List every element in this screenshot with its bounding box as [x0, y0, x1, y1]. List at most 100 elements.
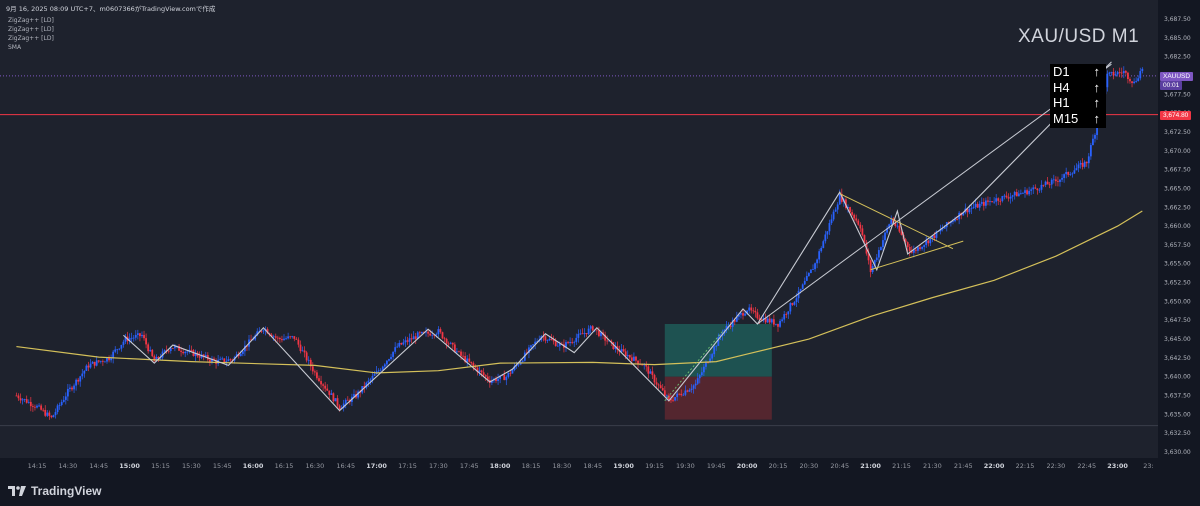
- time-tick-label: 21:00: [860, 462, 881, 470]
- candle-body: [980, 202, 983, 204]
- time-tick-label: 23:: [1143, 462, 1153, 470]
- candle-body: [558, 344, 561, 346]
- time-tick-label: 22:00: [984, 462, 1005, 470]
- candle-body: [579, 333, 582, 335]
- candle-body: [211, 358, 213, 362]
- candle-body: [229, 359, 232, 361]
- candle-body: [678, 393, 681, 395]
- time-tick-label: 21:30: [923, 462, 942, 470]
- candle-body: [1085, 161, 1088, 164]
- candle-body: [729, 325, 732, 327]
- candle-body: [859, 224, 862, 229]
- candle-body: [663, 390, 666, 396]
- candle-body: [118, 348, 121, 350]
- candle-body: [546, 340, 549, 341]
- candle-body: [1007, 197, 1010, 199]
- up-arrow-icon: ↑: [1093, 95, 1101, 110]
- candle-body: [474, 365, 477, 368]
- candle-body: [991, 201, 993, 202]
- candle-body: [528, 347, 530, 353]
- candle-body: [303, 350, 306, 353]
- candle-body: [993, 201, 996, 203]
- candle-body: [840, 193, 843, 202]
- candle-body: [112, 351, 115, 359]
- candle-body: [270, 334, 273, 337]
- candle-body: [81, 373, 84, 377]
- candle-body: [799, 288, 802, 291]
- candle-body: [1015, 192, 1018, 197]
- candle-body: [71, 387, 73, 390]
- candle-body: [46, 412, 49, 416]
- time-tick-label: 20:15: [769, 462, 788, 470]
- candle-body: [305, 352, 308, 361]
- candle-body: [1026, 190, 1028, 195]
- candle-body: [521, 360, 524, 362]
- candle-body: [1009, 196, 1012, 199]
- candle-body: [867, 253, 870, 261]
- candle-body: [692, 385, 695, 389]
- candle-body: [204, 355, 207, 357]
- candle-body: [460, 351, 462, 356]
- candle-body: [511, 369, 514, 374]
- candle-body: [396, 346, 399, 348]
- price-tick-label: 3,665.00: [1164, 185, 1191, 192]
- candle-body: [379, 369, 382, 371]
- candle-body: [968, 208, 971, 213]
- candle-body: [766, 318, 769, 323]
- candle-body: [295, 338, 298, 340]
- indicator-label-zigzag-3[interactable]: ZigZag++ [LD]: [8, 35, 54, 42]
- candle-body: [978, 203, 981, 208]
- candle-body: [141, 334, 143, 337]
- indicator-label-sma[interactable]: SMA: [8, 44, 22, 51]
- price-tick-label: 3,677.50: [1164, 91, 1191, 98]
- indicator-label-zigzag-2[interactable]: ZigZag++ [LD]: [8, 26, 54, 33]
- candle-body: [746, 310, 749, 314]
- indicator-label-zigzag-1[interactable]: ZigZag++ [LD]: [8, 17, 54, 24]
- candle-body: [789, 303, 792, 312]
- candle-body: [674, 397, 676, 401]
- candle-body: [287, 336, 290, 339]
- price-chart[interactable]: 3,687.503,685.003,682.503,680.003,677.50…: [0, 0, 1200, 475]
- candle-body: [19, 398, 22, 401]
- candle-body: [157, 356, 160, 359]
- price-tick-label: 3,662.50: [1164, 204, 1191, 211]
- candle-body: [779, 320, 781, 327]
- candle-body: [418, 332, 421, 334]
- candle-body: [731, 320, 734, 327]
- candle-body: [791, 303, 794, 305]
- candle-body: [929, 238, 932, 244]
- candle-body: [606, 340, 609, 342]
- candle-body: [890, 218, 893, 225]
- candle-body: [466, 358, 469, 362]
- price-tick-label: 3,682.50: [1164, 54, 1191, 61]
- candle-body: [682, 394, 685, 396]
- candle-body: [449, 342, 452, 344]
- candle-body: [130, 337, 133, 339]
- candle-body: [810, 269, 812, 274]
- candle-body: [637, 360, 639, 365]
- candle-body: [1122, 71, 1125, 74]
- trendline-3: [870, 240, 964, 271]
- symbol-price-tag: XAUUSD: [1160, 72, 1194, 81]
- time-tick-label: 20:30: [800, 462, 819, 470]
- candle-body: [641, 364, 644, 366]
- candle-body: [453, 344, 456, 353]
- trend-row-m15: M15 ↑: [1053, 110, 1100, 126]
- countdown-tag: 00:01: [1160, 81, 1183, 90]
- candle-body: [764, 318, 767, 323]
- time-tick-label: 20:45: [830, 462, 849, 470]
- candle-body: [888, 224, 891, 229]
- candle-body: [97, 360, 100, 362]
- trendline-2: [839, 193, 954, 250]
- candle-body: [635, 356, 637, 361]
- candle-body: [877, 250, 880, 258]
- candle-body: [910, 251, 913, 253]
- candle-body: [735, 316, 738, 322]
- tradingview-logo[interactable]: TradingView: [8, 484, 101, 498]
- candle-body: [320, 381, 322, 385]
- candle-body: [530, 345, 532, 348]
- candle-body: [875, 257, 878, 261]
- candle-body: [332, 393, 335, 402]
- price-tick-label: 3,647.50: [1164, 317, 1191, 324]
- candle-body: [1120, 72, 1123, 74]
